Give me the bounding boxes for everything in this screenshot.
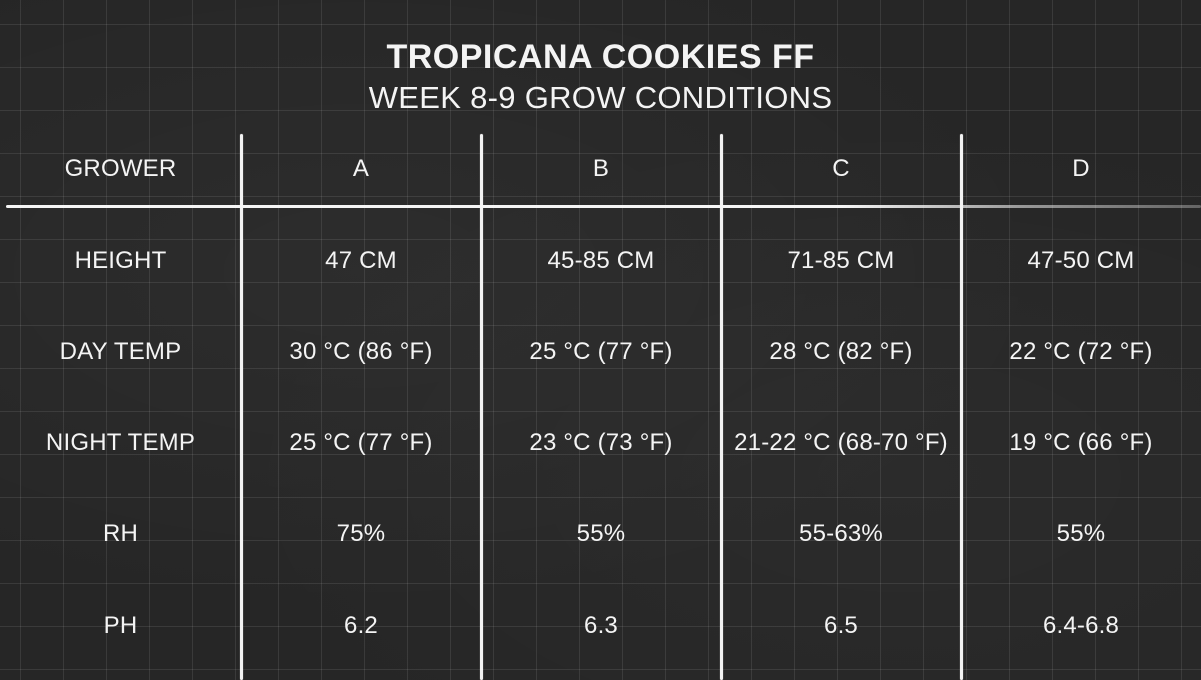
title-block: TROPICANA COOKIES FF WEEK 8-9 GROW CONDI…: [0, 36, 1201, 118]
page-subtitle: WEEK 8-9 GROW CONDITIONS: [368, 80, 833, 115]
table-cell: 45-85 CM: [547, 247, 655, 274]
table-row: RH 75% 55% 55-63% 55%: [0, 514, 1201, 554]
table-cell: 55%: [1056, 520, 1106, 547]
table-cell: 71-85 CM: [787, 247, 895, 274]
table-header-row: GROWER A B C D: [0, 149, 1201, 189]
table-row: HEIGHT 47 CM 45-85 CM 71-85 CM 47-50 CM: [0, 241, 1201, 281]
table-cell: 6.4-6.8: [1042, 612, 1120, 639]
table-cell: 23 °C (73 °F): [529, 429, 673, 456]
row-label: NIGHT TEMP: [45, 429, 196, 456]
table-cell: 6.2: [344, 612, 378, 639]
table-cell: 25 °C (77 °F): [529, 338, 673, 365]
page-title: TROPICANA COOKIES FF: [386, 38, 815, 76]
column-divider: [240, 134, 243, 680]
column-header: C: [832, 155, 850, 182]
column-header: B: [592, 155, 610, 182]
table-row: PH 6.2 6.3 6.5 6.4-6.8: [0, 606, 1201, 646]
table-cell: 6.5: [824, 612, 858, 639]
row-label: RH: [102, 520, 139, 547]
row-label: HEIGHT: [74, 247, 167, 274]
table-cell: 28 °C (82 °F): [769, 338, 913, 365]
table-cell: 75%: [336, 520, 386, 547]
row-label: DAY TEMP: [59, 338, 182, 365]
column-header: A: [352, 155, 370, 182]
table-cell: 21-22 °C (68-70 °F): [734, 429, 948, 456]
row-label: GROWER: [64, 155, 177, 182]
table-cell: 6.3: [584, 612, 618, 639]
column-divider: [480, 134, 483, 680]
table-cell: 22 °C (72 °F): [1009, 338, 1153, 365]
table-cell: 47-50 CM: [1027, 247, 1135, 274]
table-cell: 55-63%: [799, 520, 883, 547]
table-cell: 30 °C (86 °F): [289, 338, 433, 365]
table-cell: 55%: [576, 520, 626, 547]
table-cell: 19 °C (66 °F): [1009, 429, 1153, 456]
column-divider: [960, 134, 963, 680]
column-divider: [720, 134, 723, 680]
header-divider: [6, 205, 1201, 208]
table-cell: 25 °C (77 °F): [289, 429, 433, 456]
row-label: PH: [103, 612, 138, 639]
table-row: DAY TEMP 30 °C (86 °F) 25 °C (77 °F) 28 …: [0, 332, 1201, 372]
column-header: D: [1072, 155, 1090, 182]
table-cell: 47 CM: [325, 247, 397, 274]
table-row: NIGHT TEMP 25 °C (77 °F) 23 °C (73 °F) 2…: [0, 423, 1201, 463]
